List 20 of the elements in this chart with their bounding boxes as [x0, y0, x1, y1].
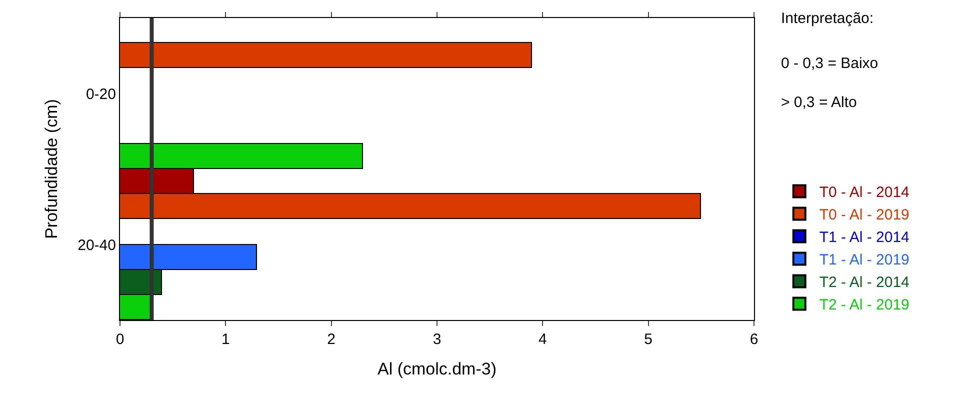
- x-tick-label: 1: [222, 331, 230, 348]
- y-axis-title: Profundidade (cm): [42, 99, 62, 239]
- text: 0 - 0,3 = Baixo: [781, 55, 878, 72]
- legend-label: T2 - Al - 2019: [819, 296, 910, 314]
- x-tick-label: 3: [432, 331, 442, 348]
- text: Interpretação:: [781, 10, 874, 27]
- x-tick-label: 2: [327, 331, 336, 348]
- legend-label: T2 - Al - 2014: [819, 274, 910, 292]
- legend-label: T0 - Al - 2014: [819, 184, 910, 202]
- x-tick-label: 6: [750, 331, 758, 348]
- legend-label: T1 - Al - 2019: [819, 252, 910, 269]
- y-tick-label: 20-40: [78, 236, 116, 254]
- x-tick-label: 4: [538, 331, 547, 348]
- x-tick-label: 0: [116, 331, 124, 348]
- x-tick-label: 5: [644, 331, 652, 348]
- legend-label: T1 - Al - 2014: [819, 229, 910, 246]
- legend-label: T0 - Al - 2019: [819, 206, 910, 224]
- y-tick-label: 0-20: [86, 86, 116, 103]
- x-axis-title: Al (cmolc.dm-3): [377, 359, 497, 378]
- text: > 0,3 = Alto: [781, 94, 857, 111]
